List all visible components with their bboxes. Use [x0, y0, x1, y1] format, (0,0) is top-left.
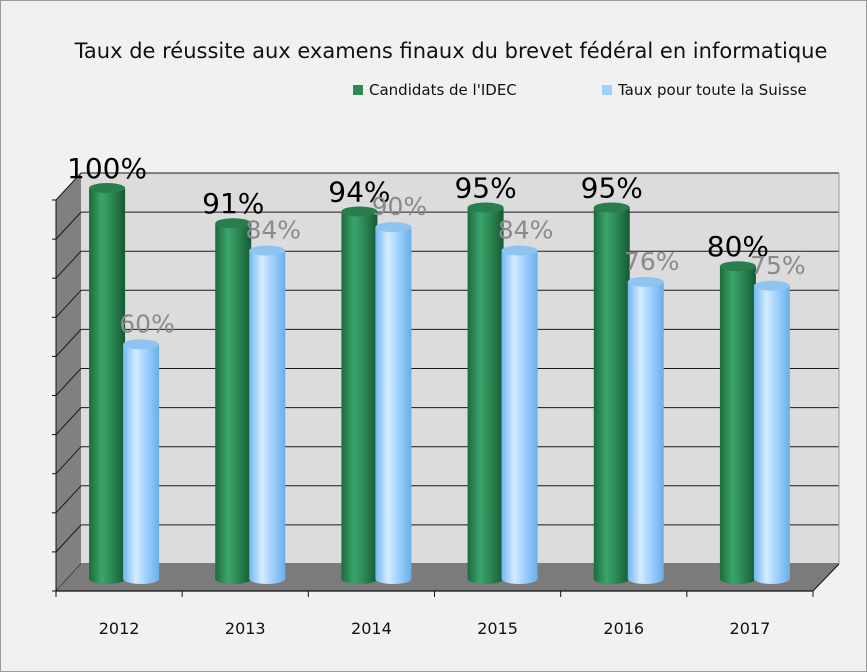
bar-cap-idec — [593, 202, 630, 213]
gridline-side — [55, 172, 82, 201]
gridline-side — [55, 211, 82, 240]
gridline-side — [55, 289, 82, 318]
bar-suisse — [123, 344, 160, 584]
bar-idec — [467, 207, 504, 585]
x-tick-label: 2015 — [477, 619, 518, 638]
data-label-suisse: 84% — [245, 216, 301, 245]
x-tick-label: 2014 — [351, 619, 392, 638]
legend-label-idec: Candidats de l'IDEC — [369, 81, 517, 99]
bar-cap-suisse — [123, 339, 160, 350]
bar-suisse — [375, 227, 412, 584]
data-label-suisse: 60% — [119, 309, 175, 338]
bar-cap-suisse — [501, 245, 538, 256]
legend-item-idec: Candidats de l'IDEC — [353, 81, 517, 99]
x-tick-label: 2013 — [225, 619, 266, 638]
data-label-idec: 80% — [707, 230, 769, 263]
gridline-side — [55, 368, 82, 396]
data-label-idec: 94% — [328, 175, 390, 208]
data-label-suisse: 84% — [498, 216, 554, 245]
gridline-side — [55, 250, 82, 279]
bar-cap-idec — [89, 183, 126, 193]
chart-title: Taux de réussite aux examens finaux du b… — [74, 39, 828, 63]
bar-cap-suisse — [375, 222, 412, 233]
bar-cap-suisse — [249, 245, 286, 256]
data-label-idec: 100% — [67, 152, 147, 185]
gridline-side — [55, 524, 82, 553]
bar-suisse — [753, 285, 790, 584]
x-tick-label: 2012 — [99, 619, 140, 638]
gridline-side — [55, 407, 82, 435]
legend-swatch-idec — [353, 84, 363, 95]
bar-cap-idec — [719, 261, 756, 272]
bar-cap-idec — [215, 218, 252, 229]
bar-suisse — [501, 250, 538, 584]
bar-idec — [593, 207, 630, 585]
data-label-suisse: 90% — [372, 192, 428, 221]
bar-idec — [215, 223, 252, 584]
data-label-idec: 95% — [581, 172, 643, 205]
x-tick-label: 2017 — [730, 619, 771, 638]
data-label-idec: 95% — [454, 172, 516, 205]
gridline-side — [55, 485, 82, 514]
x-tick-label: 2016 — [603, 619, 644, 638]
bar-cap-suisse — [753, 280, 790, 291]
bar-idec — [719, 266, 756, 584]
data-label-suisse: 75% — [750, 251, 806, 280]
legend-label-suisse: Taux pour toute la Suisse — [618, 81, 807, 99]
gridline-side — [55, 446, 82, 475]
data-label-idec: 91% — [202, 187, 264, 220]
data-label-suisse: 76% — [624, 247, 680, 276]
floor-edge-right — [812, 563, 840, 592]
legend-item-suisse: Taux pour toute la Suisse — [602, 81, 807, 99]
bar-cap-idec — [341, 206, 378, 217]
gridline-side — [55, 329, 82, 357]
bar-idec — [341, 211, 378, 584]
bar-suisse — [249, 250, 286, 584]
bar-suisse — [627, 281, 664, 584]
legend-swatch-suisse — [602, 84, 612, 95]
bar-cap-idec — [467, 202, 504, 213]
bar-idec — [89, 188, 126, 584]
bar-cap-suisse — [627, 276, 664, 287]
